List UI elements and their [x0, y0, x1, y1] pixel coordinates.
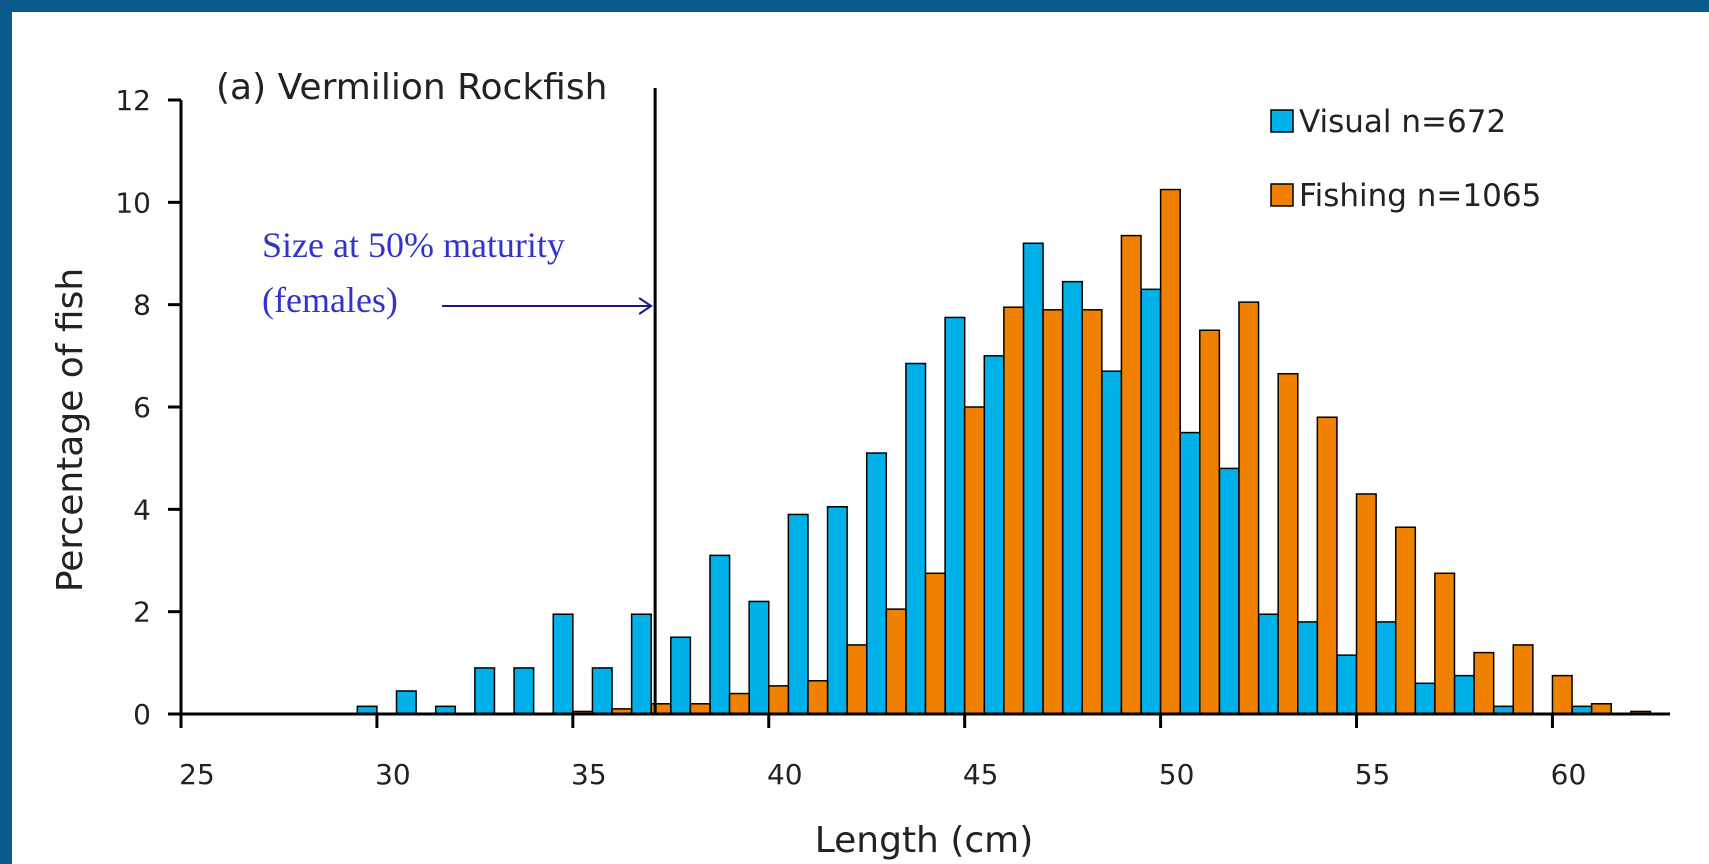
bar-fishing-59: [1512, 644, 1534, 715]
legend-swatch-visual: [1270, 109, 1294, 133]
bar-visual-44: [905, 362, 927, 715]
y-tick-label-10: 10: [115, 186, 151, 219]
annotation-line-2: (females): [262, 280, 398, 320]
bar-visual-42: [826, 506, 848, 715]
bar-fishing-46: [1003, 306, 1025, 715]
bar-fishing-56: [1394, 526, 1417, 715]
x-tick-label-55: 55: [1355, 758, 1391, 791]
bar-visual-37: [630, 613, 652, 715]
bar-fishing-47: [1042, 309, 1064, 715]
bar-fishing-39: [728, 692, 750, 715]
bar-fishing-52: [1238, 301, 1260, 715]
y-tick-label-0: 0: [133, 698, 151, 731]
bar-visual-43: [865, 452, 888, 715]
bar-fishing-55: [1355, 493, 1377, 715]
bar-fishing-45: [963, 406, 986, 715]
bar-visual-51: [1179, 431, 1201, 715]
bar-visual-46: [983, 355, 1005, 715]
y-axis-title: Percentage of fish: [50, 268, 91, 592]
y-tick-label-12: 12: [115, 84, 151, 117]
y-tick-label-8: 8: [133, 289, 151, 322]
bar-fishing-60: [1551, 674, 1573, 715]
bar-fishing-54: [1316, 416, 1338, 715]
bar-visual-58: [1453, 674, 1475, 715]
bar-visual-52: [1218, 467, 1240, 715]
bar-visual-34: [513, 667, 535, 715]
bar-fishing-53: [1277, 372, 1299, 715]
bar-fishing-41: [807, 679, 829, 715]
bar-visual-47: [1022, 242, 1044, 715]
bar-fishing-49: [1120, 234, 1142, 715]
bar-visual-48: [1061, 280, 1083, 715]
y-ticks-group: 0 2 4 6 8 10 12: [115, 84, 181, 731]
annotation-line-1: Size at 50% maturity: [262, 225, 565, 265]
x-tick-label-45: 45: [963, 758, 999, 791]
bar-visual-33: [474, 667, 496, 715]
bar-fishing-38: [689, 703, 711, 715]
legend: Visual n=672 Fishing n=1065: [1270, 104, 1541, 214]
x-tick-label-60: 60: [1551, 758, 1587, 791]
y-tick-label-2: 2: [133, 596, 151, 629]
bar-visual-56: [1375, 621, 1397, 715]
bar-fishing-61: [1590, 703, 1612, 715]
x-axis-title: Length (cm): [815, 820, 1034, 861]
legend-swatch-fishing: [1270, 183, 1294, 207]
bar-visual-57: [1414, 682, 1436, 715]
x-tick-label-30: 30: [375, 758, 411, 791]
bar-visual-39: [709, 554, 731, 715]
bar-visual-38: [670, 636, 692, 715]
x-tick-label-25: 25: [179, 758, 215, 791]
bar-fishing-50: [1159, 188, 1181, 715]
bar-fishing-48: [1081, 309, 1103, 715]
bar-visual-49: [1101, 370, 1123, 715]
legend-label-visual: Visual n=672: [1299, 104, 1506, 140]
maturity-annotation: Size at 50% maturity (females): [262, 88, 657, 714]
bar-visual-53: [1257, 613, 1279, 715]
bar-fishing-57: [1434, 572, 1456, 715]
bar-fishing-42: [846, 644, 868, 715]
bar-visual-31: [395, 690, 417, 715]
bar-visual-50: [1140, 288, 1162, 715]
chart-title: (a) Vermilion Rockfish: [216, 67, 607, 108]
x-tick-label-35: 35: [571, 758, 607, 791]
bars-group: [356, 188, 1652, 715]
bar-visual-36: [591, 667, 613, 715]
annotation-arrowhead: [638, 297, 653, 315]
bar-visual-45: [944, 316, 966, 715]
y-tick-label-6: 6: [133, 391, 151, 424]
bar-fishing-43: [885, 608, 907, 715]
bar-visual-35: [552, 613, 574, 715]
legend-label-fishing: Fishing n=1065: [1299, 178, 1541, 214]
bar-fishing-40: [768, 685, 790, 715]
slide-background: 0 2 4 6 8 10 12 25 30 35 40 45 50 55 60 (a) Vermilion…: [12, 12, 1709, 864]
x-tick-label-40: 40: [767, 758, 803, 791]
x-tick-label-50: 50: [1159, 758, 1195, 791]
bar-fishing-44: [924, 572, 946, 715]
chart: 0 2 4 6 8 10 12 25 30 35 40 45 50 55 60 (a) Vermilion…: [50, 67, 1670, 861]
bar-fishing-51: [1199, 329, 1221, 715]
bar-fishing-58: [1473, 651, 1495, 715]
bar-visual-55: [1336, 654, 1358, 715]
bar-visual-41: [787, 513, 809, 715]
x-ticks-group: 25 30 35 40 45 50 55 60: [179, 714, 1586, 791]
bar-visual-54: [1297, 621, 1319, 715]
bar-visual-40: [748, 600, 770, 715]
y-tick-label-4: 4: [133, 493, 151, 526]
